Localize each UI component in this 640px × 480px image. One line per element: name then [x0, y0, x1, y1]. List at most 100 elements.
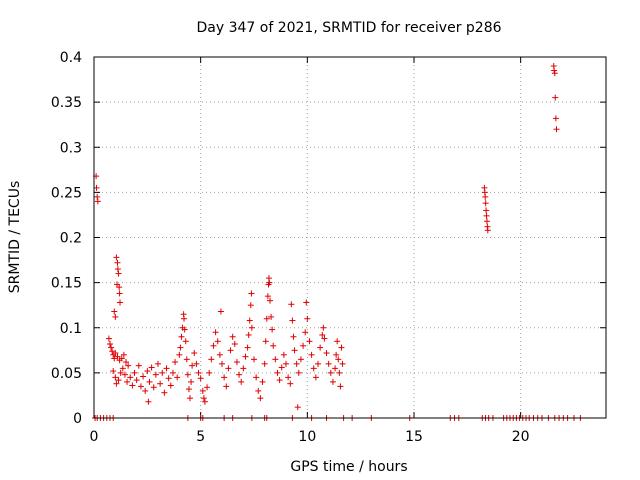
data-point	[482, 200, 489, 207]
data-point	[114, 266, 121, 273]
x-tick-label: 15	[405, 429, 423, 445]
data-point	[325, 360, 332, 367]
data-point	[187, 395, 193, 402]
data-point	[118, 355, 125, 362]
data-point	[317, 344, 324, 351]
data-point	[229, 333, 236, 340]
data-point	[201, 398, 208, 405]
x-tick-label: 5	[196, 429, 205, 445]
data-point	[159, 369, 166, 376]
data-point	[193, 360, 200, 367]
data-point	[278, 364, 285, 371]
data-point	[274, 369, 281, 376]
data-point	[283, 360, 289, 367]
data-point	[267, 297, 273, 304]
data-point	[483, 218, 490, 225]
data-point	[127, 374, 134, 381]
data-point	[270, 342, 277, 349]
data-point	[185, 386, 192, 393]
data-point	[217, 308, 224, 315]
data-point	[133, 377, 140, 384]
data-point	[144, 368, 151, 375]
data-point	[110, 368, 117, 375]
data-point	[140, 373, 147, 380]
data-point	[111, 355, 118, 362]
y-tick-label: 0.3	[60, 140, 82, 156]
data-point	[484, 227, 491, 234]
data-point	[253, 374, 260, 381]
y-tick-label: 0.1	[60, 321, 82, 337]
data-point	[200, 395, 207, 402]
data-point	[174, 374, 181, 381]
data-point	[210, 342, 217, 349]
data-point	[212, 329, 219, 336]
data-point	[155, 360, 161, 367]
data-point	[337, 383, 344, 390]
data-point	[285, 374, 292, 381]
data-point	[251, 356, 257, 363]
data-point	[184, 371, 191, 378]
data-point	[289, 317, 296, 324]
y-tick-label: 0.15	[51, 276, 82, 292]
data-point	[263, 315, 270, 322]
data-point	[319, 331, 326, 338]
data-point	[262, 338, 269, 345]
data-point	[335, 356, 342, 363]
data-point	[208, 356, 215, 363]
x-tick-label: 20	[512, 429, 530, 445]
data-point	[137, 383, 144, 390]
data-point	[117, 299, 124, 306]
data-point	[551, 67, 558, 74]
data-point	[293, 360, 300, 367]
data-point	[117, 369, 124, 376]
data-point	[261, 360, 268, 367]
data-point	[287, 380, 294, 387]
data-point	[327, 369, 334, 376]
data-point	[552, 115, 559, 122]
data-point	[276, 377, 283, 384]
data-point	[112, 374, 119, 381]
data-point	[304, 315, 311, 322]
data-point	[280, 351, 287, 358]
y-tick-label: 0.35	[51, 95, 82, 111]
data-point	[182, 338, 189, 345]
data-point	[242, 353, 249, 360]
data-point	[121, 371, 128, 378]
data-point	[124, 378, 131, 385]
data-point	[290, 333, 297, 340]
data-point	[116, 290, 123, 297]
data-point	[551, 70, 558, 77]
data-point	[114, 259, 121, 266]
data-point	[188, 378, 195, 385]
data-point	[176, 351, 183, 358]
data-point	[320, 324, 327, 331]
data-point	[248, 290, 255, 297]
data-point	[264, 293, 271, 300]
data-point	[315, 360, 321, 367]
data-point	[552, 94, 559, 101]
data-point	[339, 360, 346, 367]
data-point	[113, 380, 120, 387]
data-point	[119, 365, 126, 372]
data-point	[131, 369, 138, 376]
data-point	[268, 313, 275, 320]
data-point	[214, 338, 221, 345]
data-point	[300, 342, 307, 349]
data-point	[181, 326, 188, 333]
data-point	[333, 351, 340, 358]
chart-title: Day 347 of 2021, SRMTID for receiver p28…	[196, 20, 501, 36]
data-point	[338, 344, 345, 351]
data-point	[302, 329, 309, 336]
data-point	[206, 369, 213, 376]
data-point	[112, 350, 119, 357]
data-point	[125, 362, 132, 369]
data-point	[197, 375, 204, 382]
data-point	[161, 389, 168, 396]
data-point	[142, 387, 149, 394]
data-point	[135, 362, 142, 369]
data-point	[321, 335, 328, 342]
data-point	[123, 359, 129, 366]
data-point	[116, 284, 123, 291]
data-point	[246, 317, 253, 324]
